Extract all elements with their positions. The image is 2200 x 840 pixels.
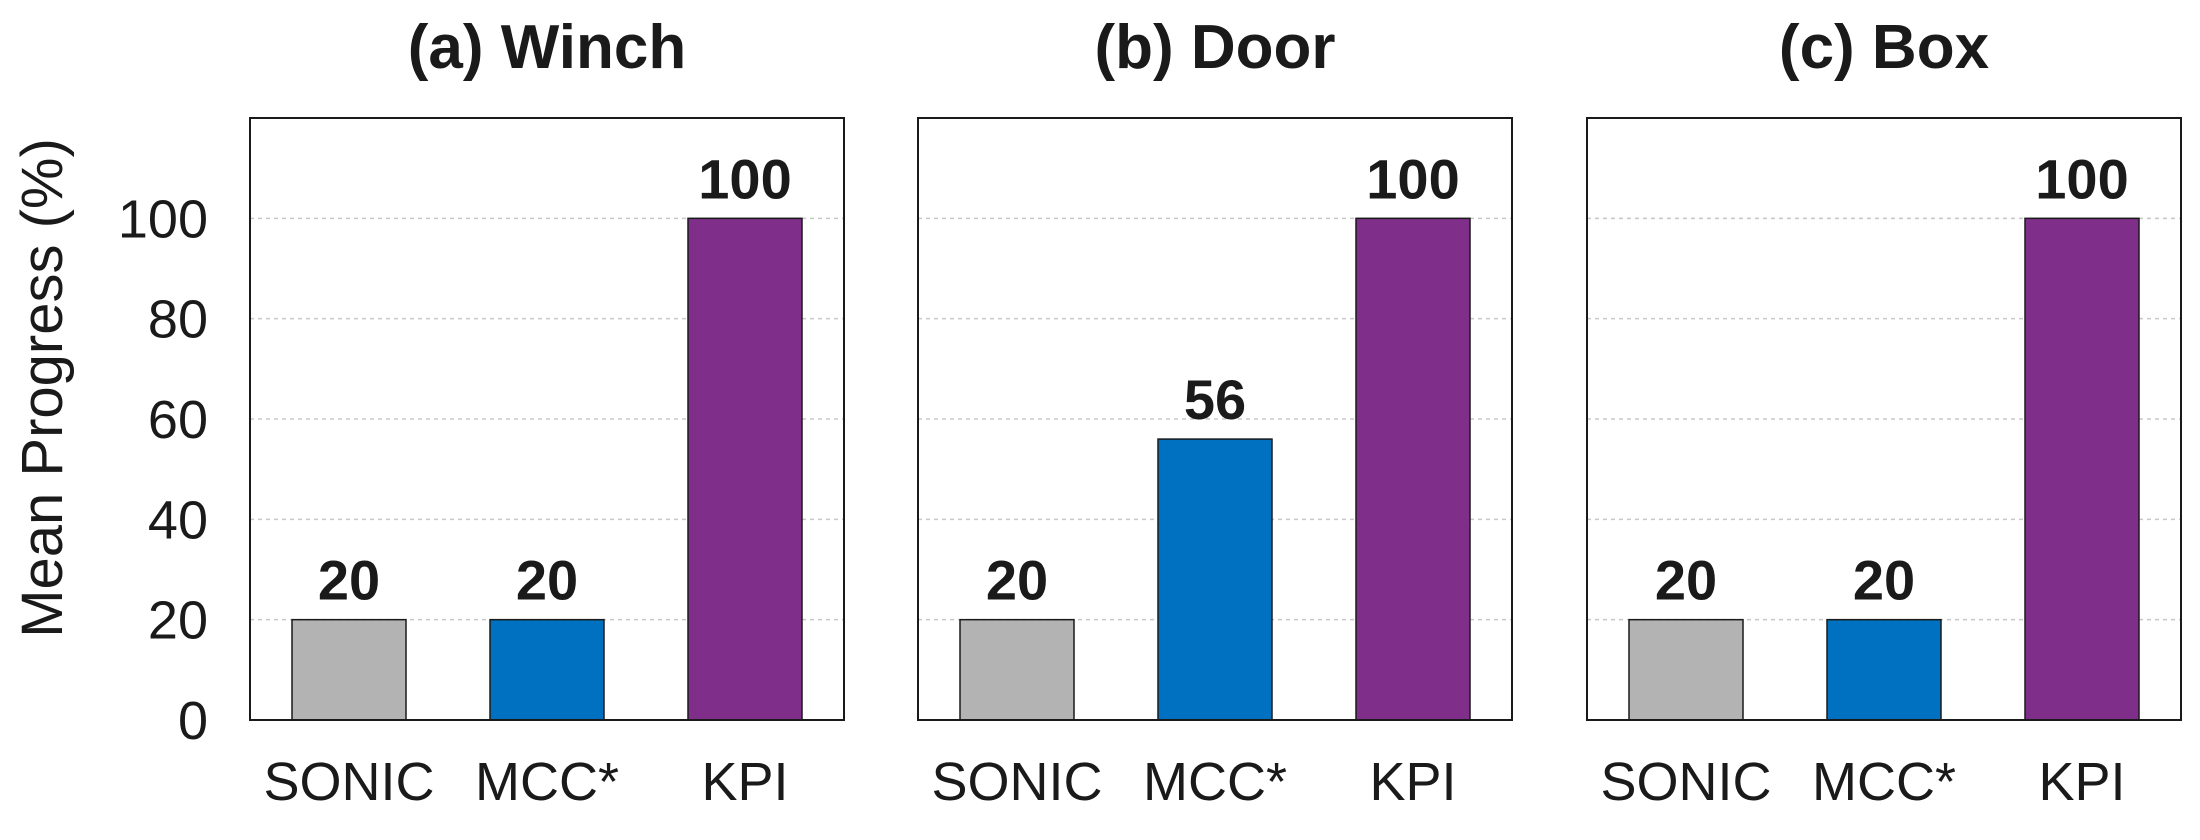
x-tick-label: SONIC	[1600, 752, 1771, 812]
panel-frame	[917, 117, 1513, 721]
panel-title: (c) Box	[1779, 13, 1990, 82]
y-tick-label: 0	[178, 691, 208, 751]
x-tick-label: MCC*	[475, 752, 619, 812]
bar-value-label: 20	[1655, 549, 1717, 612]
x-tick-label: KPI	[1369, 752, 1456, 812]
y-tick-label: 20	[148, 591, 208, 651]
bar-value-label: 20	[516, 549, 578, 612]
panel-frame	[249, 117, 845, 721]
x-tick-label: KPI	[701, 752, 788, 812]
bar-value-label: 100	[1366, 147, 1459, 210]
y-axis-label: Mean Progress (%)	[10, 138, 75, 638]
bar-value-label: 20	[318, 549, 380, 612]
x-tick-label: KPI	[2038, 752, 2125, 812]
bar-kpi	[687, 217, 803, 721]
x-tick-label: MCC*	[1812, 752, 1956, 812]
bar-mcc	[1157, 438, 1273, 721]
panel-title: (a) Winch	[408, 13, 686, 82]
bar-kpi	[2024, 217, 2140, 721]
y-tick-label: 80	[148, 290, 208, 350]
bar-mcc	[489, 618, 605, 721]
x-tick-label: MCC*	[1143, 752, 1287, 812]
bar-value-label: 56	[1184, 368, 1246, 431]
y-tick-label: 60	[148, 390, 208, 450]
panel-frame	[1586, 117, 2182, 721]
bar-sonic	[1628, 618, 1744, 721]
bar-value-label: 20	[986, 549, 1048, 612]
bar-mcc	[1826, 618, 1942, 721]
bar-value-label: 100	[2035, 147, 2128, 210]
bar-value-label: 20	[1853, 549, 1915, 612]
y-tick-label: 40	[148, 490, 208, 550]
bar-value-label: 100	[698, 147, 791, 210]
panel-title: (b) Door	[1094, 13, 1335, 82]
y-tick-label: 100	[118, 189, 208, 249]
bar-kpi	[1355, 217, 1471, 721]
x-tick-label: SONIC	[263, 752, 434, 812]
x-tick-label: SONIC	[931, 752, 1102, 812]
bar-sonic	[959, 618, 1075, 721]
bar-sonic	[291, 618, 407, 721]
